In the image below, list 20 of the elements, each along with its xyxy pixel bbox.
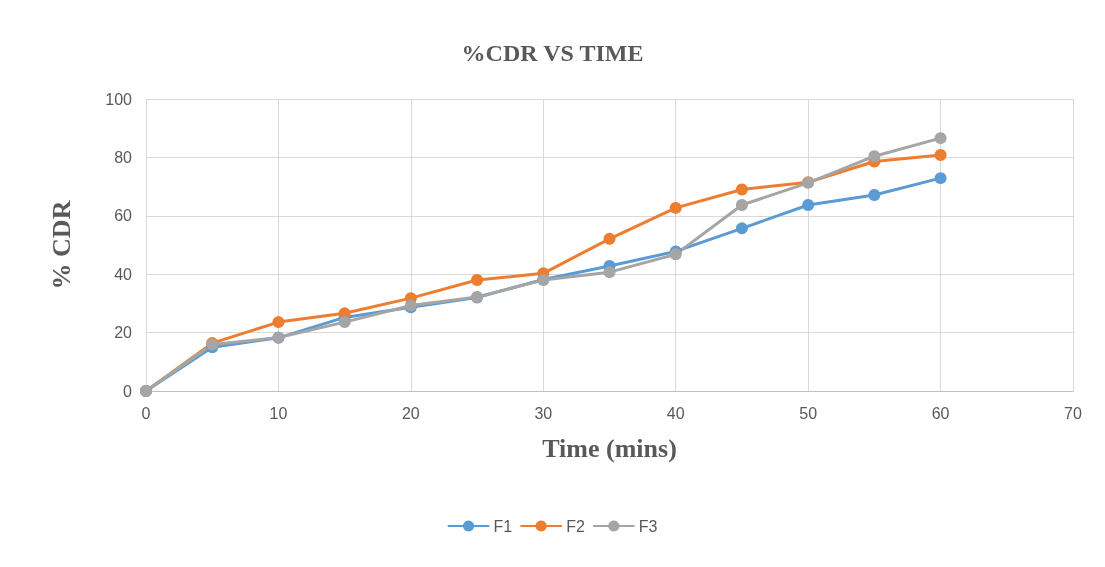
y-tick-label: 80	[114, 148, 133, 166]
x-tick-label: 0	[141, 404, 151, 422]
y-tick-label: 100	[105, 90, 133, 108]
x-tick-label: 60	[931, 404, 950, 422]
legend-label: F2	[566, 517, 585, 535]
y-tick-label: 40	[114, 265, 133, 283]
x-tick-label: 70	[1064, 404, 1082, 422]
x-axis-title: Time (mins)	[542, 433, 677, 463]
y-tick-label: 0	[123, 382, 133, 400]
x-tick-label: 30	[534, 404, 553, 422]
legend-label: F3	[638, 517, 658, 535]
chart-title: %CDR VS TIME	[461, 40, 644, 66]
y-tick-label: 60	[114, 207, 133, 225]
x-tick-label: 10	[269, 404, 288, 422]
y-axis-title: % CDR	[46, 200, 76, 290]
x-tick-label: 50	[799, 404, 818, 422]
legend-label: F1	[493, 517, 513, 535]
x-tick-label: 20	[401, 404, 420, 422]
x-tick-label: 40	[666, 404, 685, 422]
y-tick-label: 20	[114, 324, 133, 342]
